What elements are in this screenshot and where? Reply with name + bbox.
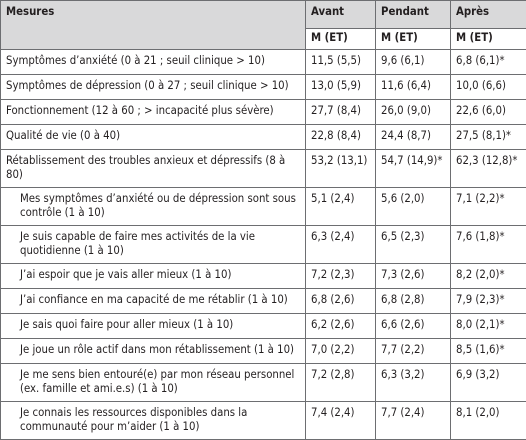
value-cell: 11,6 (6,4) bbox=[376, 75, 451, 100]
value-cell: 6,3 (2,4) bbox=[306, 226, 376, 264]
header-cell: Avant bbox=[306, 1, 376, 29]
value-cell: 22,6 (6,0) bbox=[451, 100, 526, 125]
value-cell: 8,0 (2,1)* bbox=[451, 314, 526, 339]
value-cell: 7,6 (1,8)* bbox=[451, 226, 526, 264]
value-cell: 7,3 (2,6) bbox=[376, 264, 451, 289]
value-cell: 6,8 (6,1)* bbox=[451, 50, 526, 75]
value-cell: 62,3 (12,8)* bbox=[451, 150, 526, 188]
value-cell: 7,7 (2,2) bbox=[376, 339, 451, 364]
value-cell: 7,2 (2,8) bbox=[306, 364, 376, 402]
header-cell: Mesures bbox=[1, 1, 306, 50]
value-cell: 7,7 (2,4) bbox=[376, 402, 451, 440]
table-row: Symptômes d’anxiété (0 à 21 ; seuil clin… bbox=[1, 50, 526, 75]
table-body: Symptômes d’anxiété (0 à 21 ; seuil clin… bbox=[1, 50, 526, 440]
table-row: J’ai confiance en ma capacité de me réta… bbox=[1, 289, 526, 314]
table-row: Je joue un rôle actif dans mon rétabliss… bbox=[1, 339, 526, 364]
header-row: Mesures Avant Pendant Après bbox=[1, 1, 526, 29]
header-cell: Pendant bbox=[376, 1, 451, 29]
value-cell: 7,9 (2,3)* bbox=[451, 289, 526, 314]
table-row: J’ai espoir que je vais aller mieux (1 à… bbox=[1, 264, 526, 289]
table-row: Symptômes de dépression (0 à 27 ; seuil … bbox=[1, 75, 526, 100]
value-cell: 27,5 (8,1)* bbox=[451, 125, 526, 150]
measure-cell: Mes symptômes d’anxiété ou de dépression… bbox=[1, 188, 306, 226]
measure-cell: Fonctionnement (12 à 60 ; > incapacité p… bbox=[1, 100, 306, 125]
table-row: Qualité de vie (0 à 40)22,8 (8,4)24,4 (8… bbox=[1, 125, 526, 150]
measure-cell: Je me sens bien entouré(e) par mon résea… bbox=[1, 364, 306, 402]
subheader-cell: M (ET) bbox=[376, 29, 451, 50]
value-cell: 24,4 (8,7) bbox=[376, 125, 451, 150]
value-cell: 10,0 (6,6) bbox=[451, 75, 526, 100]
value-cell: 7,4 (2,4) bbox=[306, 402, 376, 440]
value-cell: 5,6 (2,0) bbox=[376, 188, 451, 226]
table-row: Mes symptômes d’anxiété ou de dépression… bbox=[1, 188, 526, 226]
measure-cell: Je joue un rôle actif dans mon rétabliss… bbox=[1, 339, 306, 364]
table-row: Je connais les ressources disponibles da… bbox=[1, 402, 526, 440]
value-cell: 11,5 (5,5) bbox=[306, 50, 376, 75]
measure-cell: Je sais quoi faire pour aller mieux (1 à… bbox=[1, 314, 306, 339]
value-cell: 6,8 (2,8) bbox=[376, 289, 451, 314]
measure-cell: Je suis capable de faire mes activités d… bbox=[1, 226, 306, 264]
value-cell: 27,7 (8,4) bbox=[306, 100, 376, 125]
table-row: Rétablissement des troubles anxieux et d… bbox=[1, 150, 526, 188]
measure-cell: J’ai confiance en ma capacité de me réta… bbox=[1, 289, 306, 314]
table-row: Je sais quoi faire pour aller mieux (1 à… bbox=[1, 314, 526, 339]
value-cell: 13,0 (5,9) bbox=[306, 75, 376, 100]
measure-cell: Je connais les ressources disponibles da… bbox=[1, 402, 306, 440]
measure-cell: Symptômes d’anxiété (0 à 21 ; seuil clin… bbox=[1, 50, 306, 75]
value-cell: 7,0 (2,2) bbox=[306, 339, 376, 364]
value-cell: 6,9 (3,2) bbox=[451, 364, 526, 402]
table-row: Je me sens bien entouré(e) par mon résea… bbox=[1, 364, 526, 402]
measure-cell: Rétablissement des troubles anxieux et d… bbox=[1, 150, 306, 188]
value-cell: 7,2 (2,3) bbox=[306, 264, 376, 289]
value-cell: 6,6 (2,6) bbox=[376, 314, 451, 339]
measure-cell: Symptômes de dépression (0 à 27 ; seuil … bbox=[1, 75, 306, 100]
table-row: Je suis capable de faire mes activités d… bbox=[1, 226, 526, 264]
value-cell: 8,1 (2,0) bbox=[451, 402, 526, 440]
value-cell: 26,0 (9,0) bbox=[376, 100, 451, 125]
value-cell: 6,8 (2,6) bbox=[306, 289, 376, 314]
value-cell: 8,2 (2,0)* bbox=[451, 264, 526, 289]
value-cell: 22,8 (8,4) bbox=[306, 125, 376, 150]
page: Mesures Avant Pendant Après M (ET) M (ET… bbox=[0, 0, 526, 419]
measure-cell: J’ai espoir que je vais aller mieux (1 à… bbox=[1, 264, 306, 289]
value-cell: 6,3 (3,2) bbox=[376, 364, 451, 402]
subheader-cell: M (ET) bbox=[306, 29, 376, 50]
header-cell: Après bbox=[451, 1, 526, 29]
measure-cell: Qualité de vie (0 à 40) bbox=[1, 125, 306, 150]
value-cell: 9,6 (6,1) bbox=[376, 50, 451, 75]
value-cell: 54,7 (14,9)* bbox=[376, 150, 451, 188]
value-cell: 8,5 (1,6)* bbox=[451, 339, 526, 364]
table-row: Fonctionnement (12 à 60 ; > incapacité p… bbox=[1, 100, 526, 125]
value-cell: 5,1 (2,4) bbox=[306, 188, 376, 226]
value-cell: 6,5 (2,3) bbox=[376, 226, 451, 264]
value-cell: 7,1 (2,2)* bbox=[451, 188, 526, 226]
value-cell: 6,2 (2,6) bbox=[306, 314, 376, 339]
subheader-cell: M (ET) bbox=[451, 29, 526, 50]
value-cell: 53,2 (13,1) bbox=[306, 150, 376, 188]
